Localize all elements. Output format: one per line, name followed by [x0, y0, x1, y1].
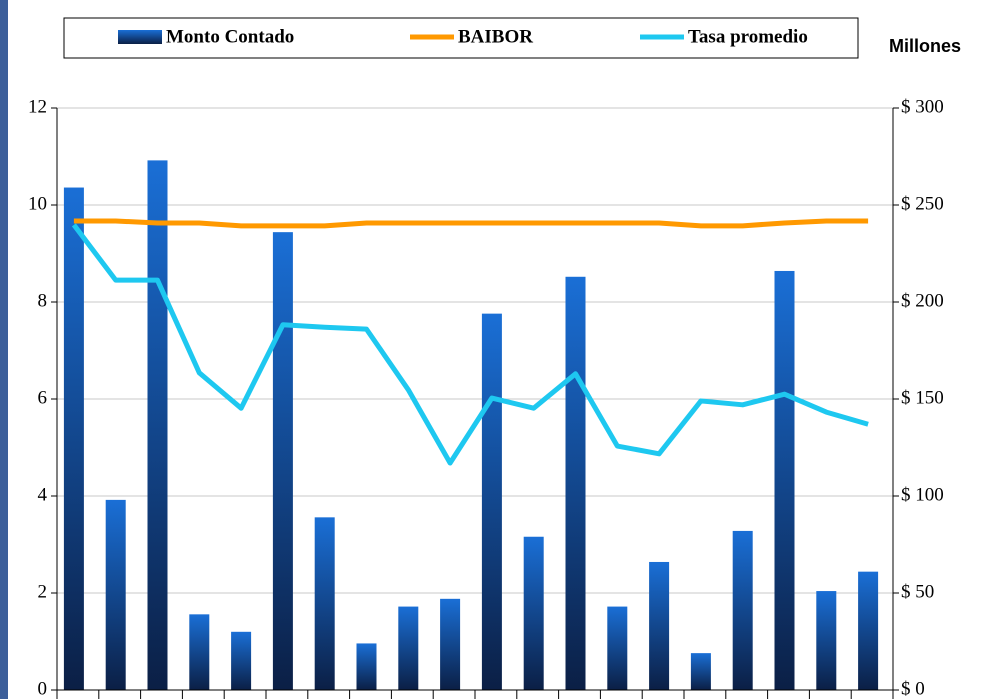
y-tick-label: 8 [38, 290, 48, 311]
bar [105, 499, 126, 690]
bar [481, 313, 502, 690]
bar [690, 653, 711, 690]
bar [774, 270, 795, 690]
y2-tick-label: $ 50 [901, 581, 934, 602]
bar [231, 631, 252, 690]
y2-tick-label: $ 250 [901, 193, 944, 214]
y2-tick-label: $ 100 [901, 484, 944, 505]
y-tick-label: 12 [28, 96, 47, 117]
bar [314, 517, 335, 690]
bar [649, 561, 670, 690]
bar [398, 606, 419, 690]
slide-edge [0, 0, 8, 699]
bar [356, 643, 377, 690]
line [71, 223, 869, 466]
y2-tick-label: $ 200 [901, 290, 944, 311]
y-tick-label: 6 [38, 387, 48, 408]
bar [732, 530, 753, 690]
bar [816, 591, 837, 690]
bar [272, 232, 293, 690]
legend-label: Monto Contado [166, 26, 294, 47]
y2-axis-label: Millones [889, 36, 961, 56]
legend-label: Tasa promedio [688, 26, 808, 47]
y-tick-label: 2 [38, 581, 48, 602]
bar [147, 160, 168, 690]
legend-swatch [118, 30, 162, 44]
y-tick-label: 10 [28, 193, 47, 214]
legend: Monto Contado BAIBOR Tasa promedio [118, 26, 808, 47]
line [73, 218, 869, 229]
y-tick-label: 0 [38, 678, 48, 699]
bar [607, 606, 628, 690]
bar [523, 536, 544, 690]
bar [858, 571, 879, 690]
y2-tick-label: $ 0 [901, 678, 925, 699]
bar [189, 614, 210, 690]
legend-box [63, 17, 859, 59]
bar [63, 187, 84, 691]
y-tick-label: 4 [38, 484, 48, 505]
bar [565, 276, 586, 690]
y2-tick-label: $ 150 [901, 387, 944, 408]
bar [440, 598, 461, 690]
legend-label: BAIBOR [458, 26, 533, 47]
y2-tick-label: $ 300 [901, 96, 944, 117]
